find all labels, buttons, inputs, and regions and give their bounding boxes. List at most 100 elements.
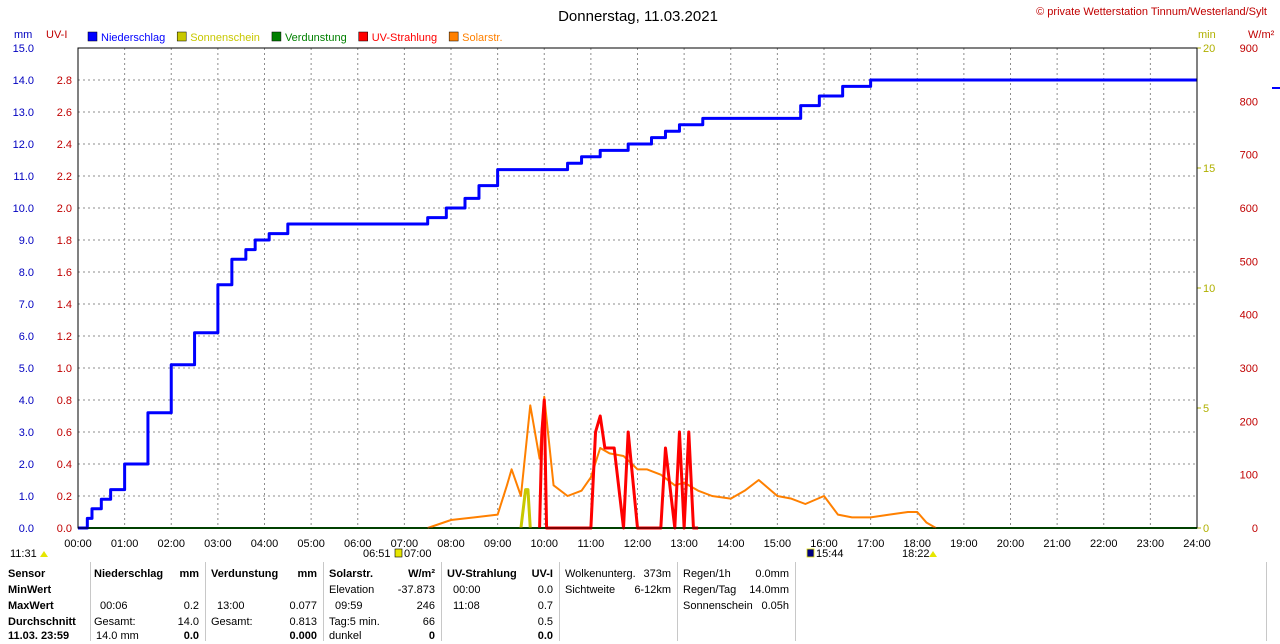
x-tick-label: 01:00	[111, 538, 139, 550]
x-tick-label: 12:00	[624, 538, 652, 550]
statistics-table: Sensor MinWert MaxWert Durchschnitt 11.0…	[0, 562, 1280, 642]
visibility-label: Sichtweite	[565, 584, 616, 596]
y-tick-label-uv: 1.8	[57, 235, 72, 247]
x-tick-label: 20:00	[997, 538, 1025, 550]
solar-tag-label: Tag:5 min.	[329, 616, 380, 628]
legend-swatch	[358, 31, 368, 42]
legend-label: Niederschlag	[101, 32, 165, 44]
stats-label-sensor: Sensor	[8, 568, 46, 580]
y-tick-label-mm: 2.0	[19, 459, 34, 471]
x-tick-label: 15:00	[764, 538, 792, 550]
y-tick-label-min: 5	[1203, 403, 1209, 415]
legend: Niederschlag Sonnenschein Verdunstung UV-St…	[87, 31, 503, 44]
rain-day-label: Regen/Tag	[683, 584, 737, 596]
y-tick-label-mm: 5.0	[19, 363, 34, 375]
y-tick-label-uv: 0.8	[57, 395, 72, 407]
x-tick-label: 17:00	[857, 538, 885, 550]
series-line-solarstr-	[427, 395, 937, 529]
y-tick-label-mm: 9.0	[19, 235, 34, 247]
copyright-text: © private Wetterstation Tinnum/Westerlan…	[1036, 6, 1267, 18]
sunset-icon	[929, 551, 937, 557]
y-tick-label-mm: 3.0	[19, 427, 34, 439]
time-marker-left: 11:31	[10, 548, 37, 560]
stats-label-date: 11.03. 23:59	[8, 630, 70, 642]
y-tick-label-min: 20	[1203, 43, 1215, 55]
solar-header: Solarstr.	[329, 568, 374, 580]
solar-elevation: -37.873	[397, 584, 435, 596]
y-tick-label-mm: 4.0	[19, 395, 34, 407]
axis-label-mm: mm	[14, 29, 32, 41]
x-tick-label: 08:00	[437, 538, 465, 550]
series-line-niederschlag	[78, 78, 1197, 530]
uv-unit: UV-I	[531, 568, 553, 580]
sun-marker-icon	[40, 551, 48, 557]
y-tick-label-wm2: 200	[1240, 416, 1258, 428]
y-tick-label-mm: 14.0	[13, 75, 34, 87]
x-tick-label: 19:00	[950, 538, 978, 550]
y-tick-label-uv: 1.6	[57, 267, 72, 279]
x-tick-label: 14:00	[717, 538, 745, 550]
y-tick-label-mm: 0.0	[19, 523, 34, 535]
y-tick-label-wm2: 0	[1252, 523, 1258, 535]
solar-tag: 66	[422, 616, 435, 628]
stats-col-labels: Sensor MinWert MaxWert Durchschnitt 11.0…	[0, 562, 91, 642]
y-tick-label-uv: 1.0	[57, 363, 72, 375]
stats-col-rain: Regen/1h 0.0mm Regen/Tag 14.0mm Sonnensc…	[677, 562, 796, 641]
x-tick-label: 18:00	[903, 538, 931, 550]
niederschlag-max-time: 00:06	[100, 600, 128, 612]
x-tick-label: 10:00	[530, 538, 558, 550]
x-tick-label: 05:00	[297, 538, 325, 550]
stats-label-avg: Durchschnitt	[8, 616, 76, 628]
time-marker-sunrise: 06:51	[363, 548, 391, 560]
y-tick-label-wm2: 600	[1240, 203, 1258, 215]
solar-unit: W/m²	[408, 568, 435, 580]
legend-swatch	[271, 31, 282, 42]
axis-label-uv: UV-I	[46, 29, 67, 41]
cloud-base: 373m	[643, 568, 671, 580]
y-tick-label-wm2: 900	[1240, 43, 1258, 55]
sunset-solar-icon	[806, 548, 815, 558]
y-tick-label-uv: 0.2	[57, 491, 72, 503]
x-tick-label: 21:00	[1043, 538, 1071, 550]
stats-col-uv: UV-Strahlung UV-I 00:00 0.0 11:08 0.7 0.…	[441, 562, 560, 642]
tick-labels: 00:00 01:00 02:00 03:00 04:00 05:00 06:00 07:00…	[13, 43, 1258, 550]
legend-label: Sonnenschein	[190, 32, 260, 44]
y-tick-label-uv: 2.8	[57, 75, 72, 87]
y-tick-label-uv: 2.4	[57, 139, 72, 151]
solar-max-time: 09:59	[335, 600, 363, 612]
x-tick-label: 06:00	[344, 538, 372, 550]
y-tick-label-mm: 13.0	[13, 107, 34, 119]
verdunstung-date-b: 0.000	[289, 630, 317, 642]
y-tick-label-min: 15	[1203, 163, 1215, 175]
stats-col-verdunstung: Verdunstung mm 13:00 0.077 Gesamt: 0.813…	[205, 562, 324, 642]
series-line-sonnenschein	[519, 488, 532, 529]
y-tick-label-uv: 1.2	[57, 331, 72, 343]
verdunstung-total: 0.813	[289, 616, 317, 628]
stats-col-niederschlag: Niederschlag mm 00:06 0.2 Gesamt: 14.0 1…	[90, 562, 206, 642]
stats-col-clouds: Wolkenunterg. 373m Sichtweite 6-12km	[559, 562, 678, 641]
y-tick-label-wm2: 800	[1240, 96, 1258, 108]
y-tick-label-wm2: 500	[1240, 256, 1258, 268]
y-tick-label-mm: 11.0	[13, 171, 34, 183]
y-tick-label-mm: 8.0	[19, 267, 34, 279]
sunshine: 0.05h	[761, 600, 789, 612]
legend-swatch	[448, 31, 459, 42]
y-tick-label-uv: 2.6	[57, 107, 72, 119]
x-tick-label: 07:00	[391, 538, 419, 550]
verdunstung-max-value: 0.077	[289, 600, 317, 612]
cloud-base-label: Wolkenunterg.	[565, 568, 636, 580]
verdunstung-unit: mm	[297, 568, 317, 580]
solar-max-value: 246	[416, 600, 435, 612]
y-tick-label-wm2: 100	[1240, 470, 1258, 482]
y-tick-label-wm2: 700	[1240, 150, 1258, 162]
legend-swatch	[87, 31, 98, 42]
y-tick-label-uv: 2.2	[57, 171, 72, 183]
x-tick-label: 16:00	[810, 538, 838, 550]
legend-label: UV-Strahlung	[372, 32, 437, 44]
y-tick-label-min: 10	[1203, 283, 1215, 295]
stats-label-max: MaxWert	[8, 600, 54, 612]
uv-min-value: 0.0	[537, 584, 553, 596]
x-tick-label: 22:00	[1090, 538, 1118, 550]
verdunstung-max-time: 13:00	[217, 600, 245, 612]
x-tick-label: 04:00	[251, 538, 279, 550]
